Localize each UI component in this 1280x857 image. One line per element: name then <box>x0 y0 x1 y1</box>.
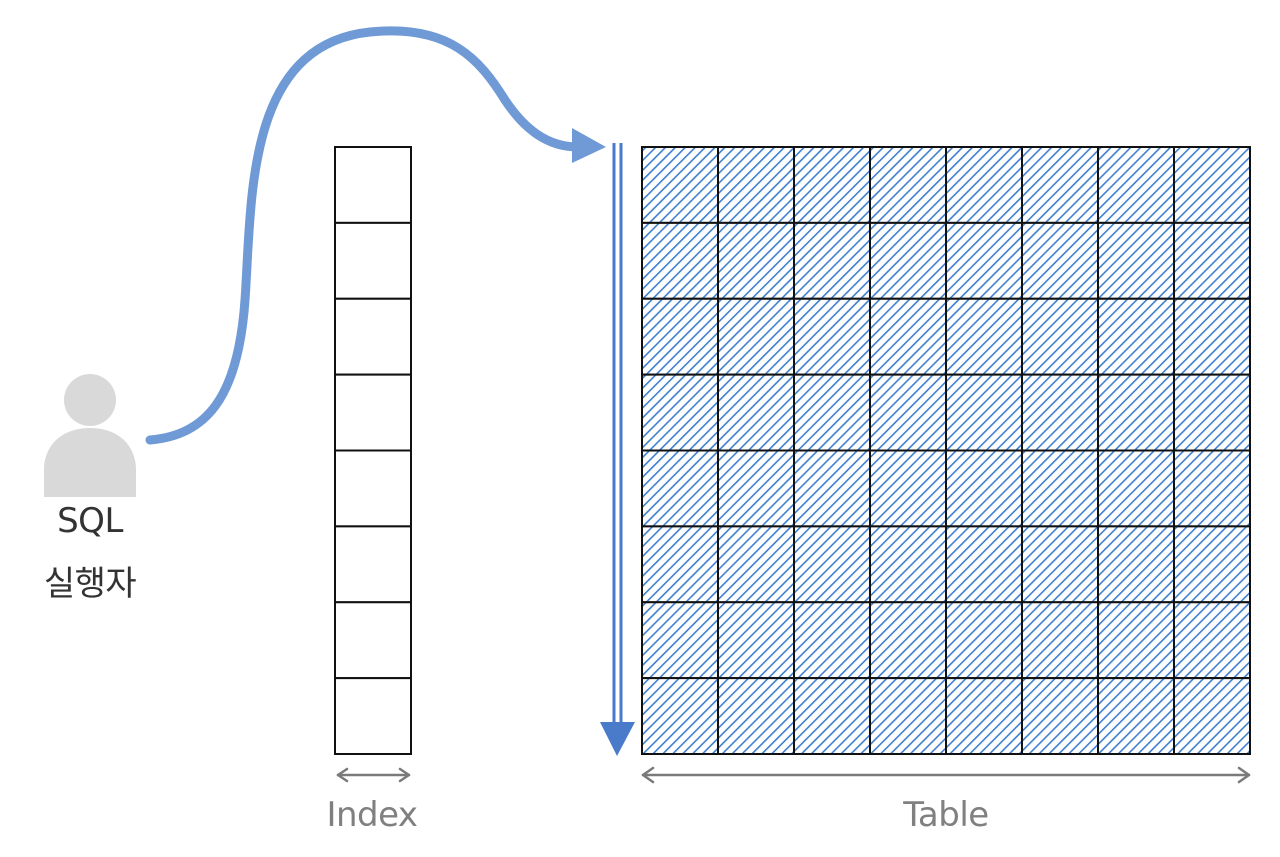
access-flow-arrow <box>145 26 583 445</box>
person-icon <box>44 374 136 497</box>
table-cell <box>717 221 795 300</box>
table-cell <box>1097 221 1175 300</box>
table-grid <box>641 146 1251 755</box>
table-cell <box>1097 449 1175 528</box>
index-cell <box>334 449 412 528</box>
table-cell <box>869 221 947 300</box>
table-cell <box>793 373 871 452</box>
table-cell <box>793 601 871 680</box>
table-cell <box>717 449 795 528</box>
table-cell <box>1173 297 1251 376</box>
index-cell <box>334 146 412 224</box>
table-label: Table <box>903 795 989 835</box>
index-cell <box>334 601 412 680</box>
table-cell <box>1021 677 1099 755</box>
index-cell <box>334 677 412 755</box>
table-cell <box>1021 373 1099 452</box>
table-cell <box>945 525 1023 604</box>
table-cell <box>1021 146 1099 224</box>
table-cell <box>793 525 871 604</box>
table-cell <box>717 373 795 452</box>
actor-label-sql: SQL <box>57 501 123 541</box>
table-cell <box>641 297 719 376</box>
full-scan-arrow <box>600 143 635 756</box>
table-cell <box>1097 297 1175 376</box>
table-cell <box>641 601 719 680</box>
table-cell <box>1173 373 1251 452</box>
table-cell <box>1021 449 1099 528</box>
table-cell <box>945 449 1023 528</box>
table-cell <box>641 677 719 755</box>
index-width-arrow <box>336 767 411 783</box>
table-cell <box>1021 525 1099 604</box>
table-cell <box>1021 601 1099 680</box>
table-cell <box>869 677 947 755</box>
table-cell <box>1173 525 1251 604</box>
table-cell <box>945 677 1023 755</box>
table-cell <box>1173 677 1251 755</box>
table-cell <box>1173 146 1251 224</box>
table-cell <box>869 373 947 452</box>
table-cell <box>945 221 1023 300</box>
index-cell <box>334 373 412 452</box>
index-cell <box>334 221 412 300</box>
table-cell <box>869 146 947 224</box>
table-width-arrow <box>641 766 1251 784</box>
table-cell <box>793 449 871 528</box>
table-cell <box>1097 677 1175 755</box>
table-cell <box>641 373 719 452</box>
table-cell <box>945 297 1023 376</box>
table-cell <box>717 677 795 755</box>
table-cell <box>1173 449 1251 528</box>
table-cell <box>1021 221 1099 300</box>
table-cell <box>1097 525 1175 604</box>
table-cell <box>641 525 719 604</box>
table-cell <box>945 601 1023 680</box>
index-cell <box>334 525 412 604</box>
table-cell <box>1021 297 1099 376</box>
access-flow-arrowhead <box>572 128 606 163</box>
table-cell <box>717 146 795 224</box>
actor-label-executor: 실행자 <box>43 564 137 604</box>
table-cell <box>641 146 719 224</box>
table-cell <box>1097 373 1175 452</box>
table-cell <box>793 221 871 300</box>
table-cell <box>1097 601 1175 680</box>
table-cell <box>793 297 871 376</box>
index-label: Index <box>326 795 418 835</box>
table-cell <box>641 221 719 300</box>
table-cell <box>869 449 947 528</box>
table-cell <box>1097 146 1175 224</box>
table-cell <box>793 677 871 755</box>
table-cell <box>869 601 947 680</box>
table-cell <box>717 601 795 680</box>
table-cell <box>793 146 871 224</box>
table-cell <box>869 297 947 376</box>
table-cell <box>717 297 795 376</box>
index-column <box>334 146 412 755</box>
table-cell <box>1173 221 1251 300</box>
index-cell <box>334 297 412 376</box>
table-cell <box>945 146 1023 224</box>
table-cell <box>717 525 795 604</box>
table-cell <box>641 449 719 528</box>
table-cell <box>1173 601 1251 680</box>
table-cell <box>945 373 1023 452</box>
table-cell <box>869 525 947 604</box>
